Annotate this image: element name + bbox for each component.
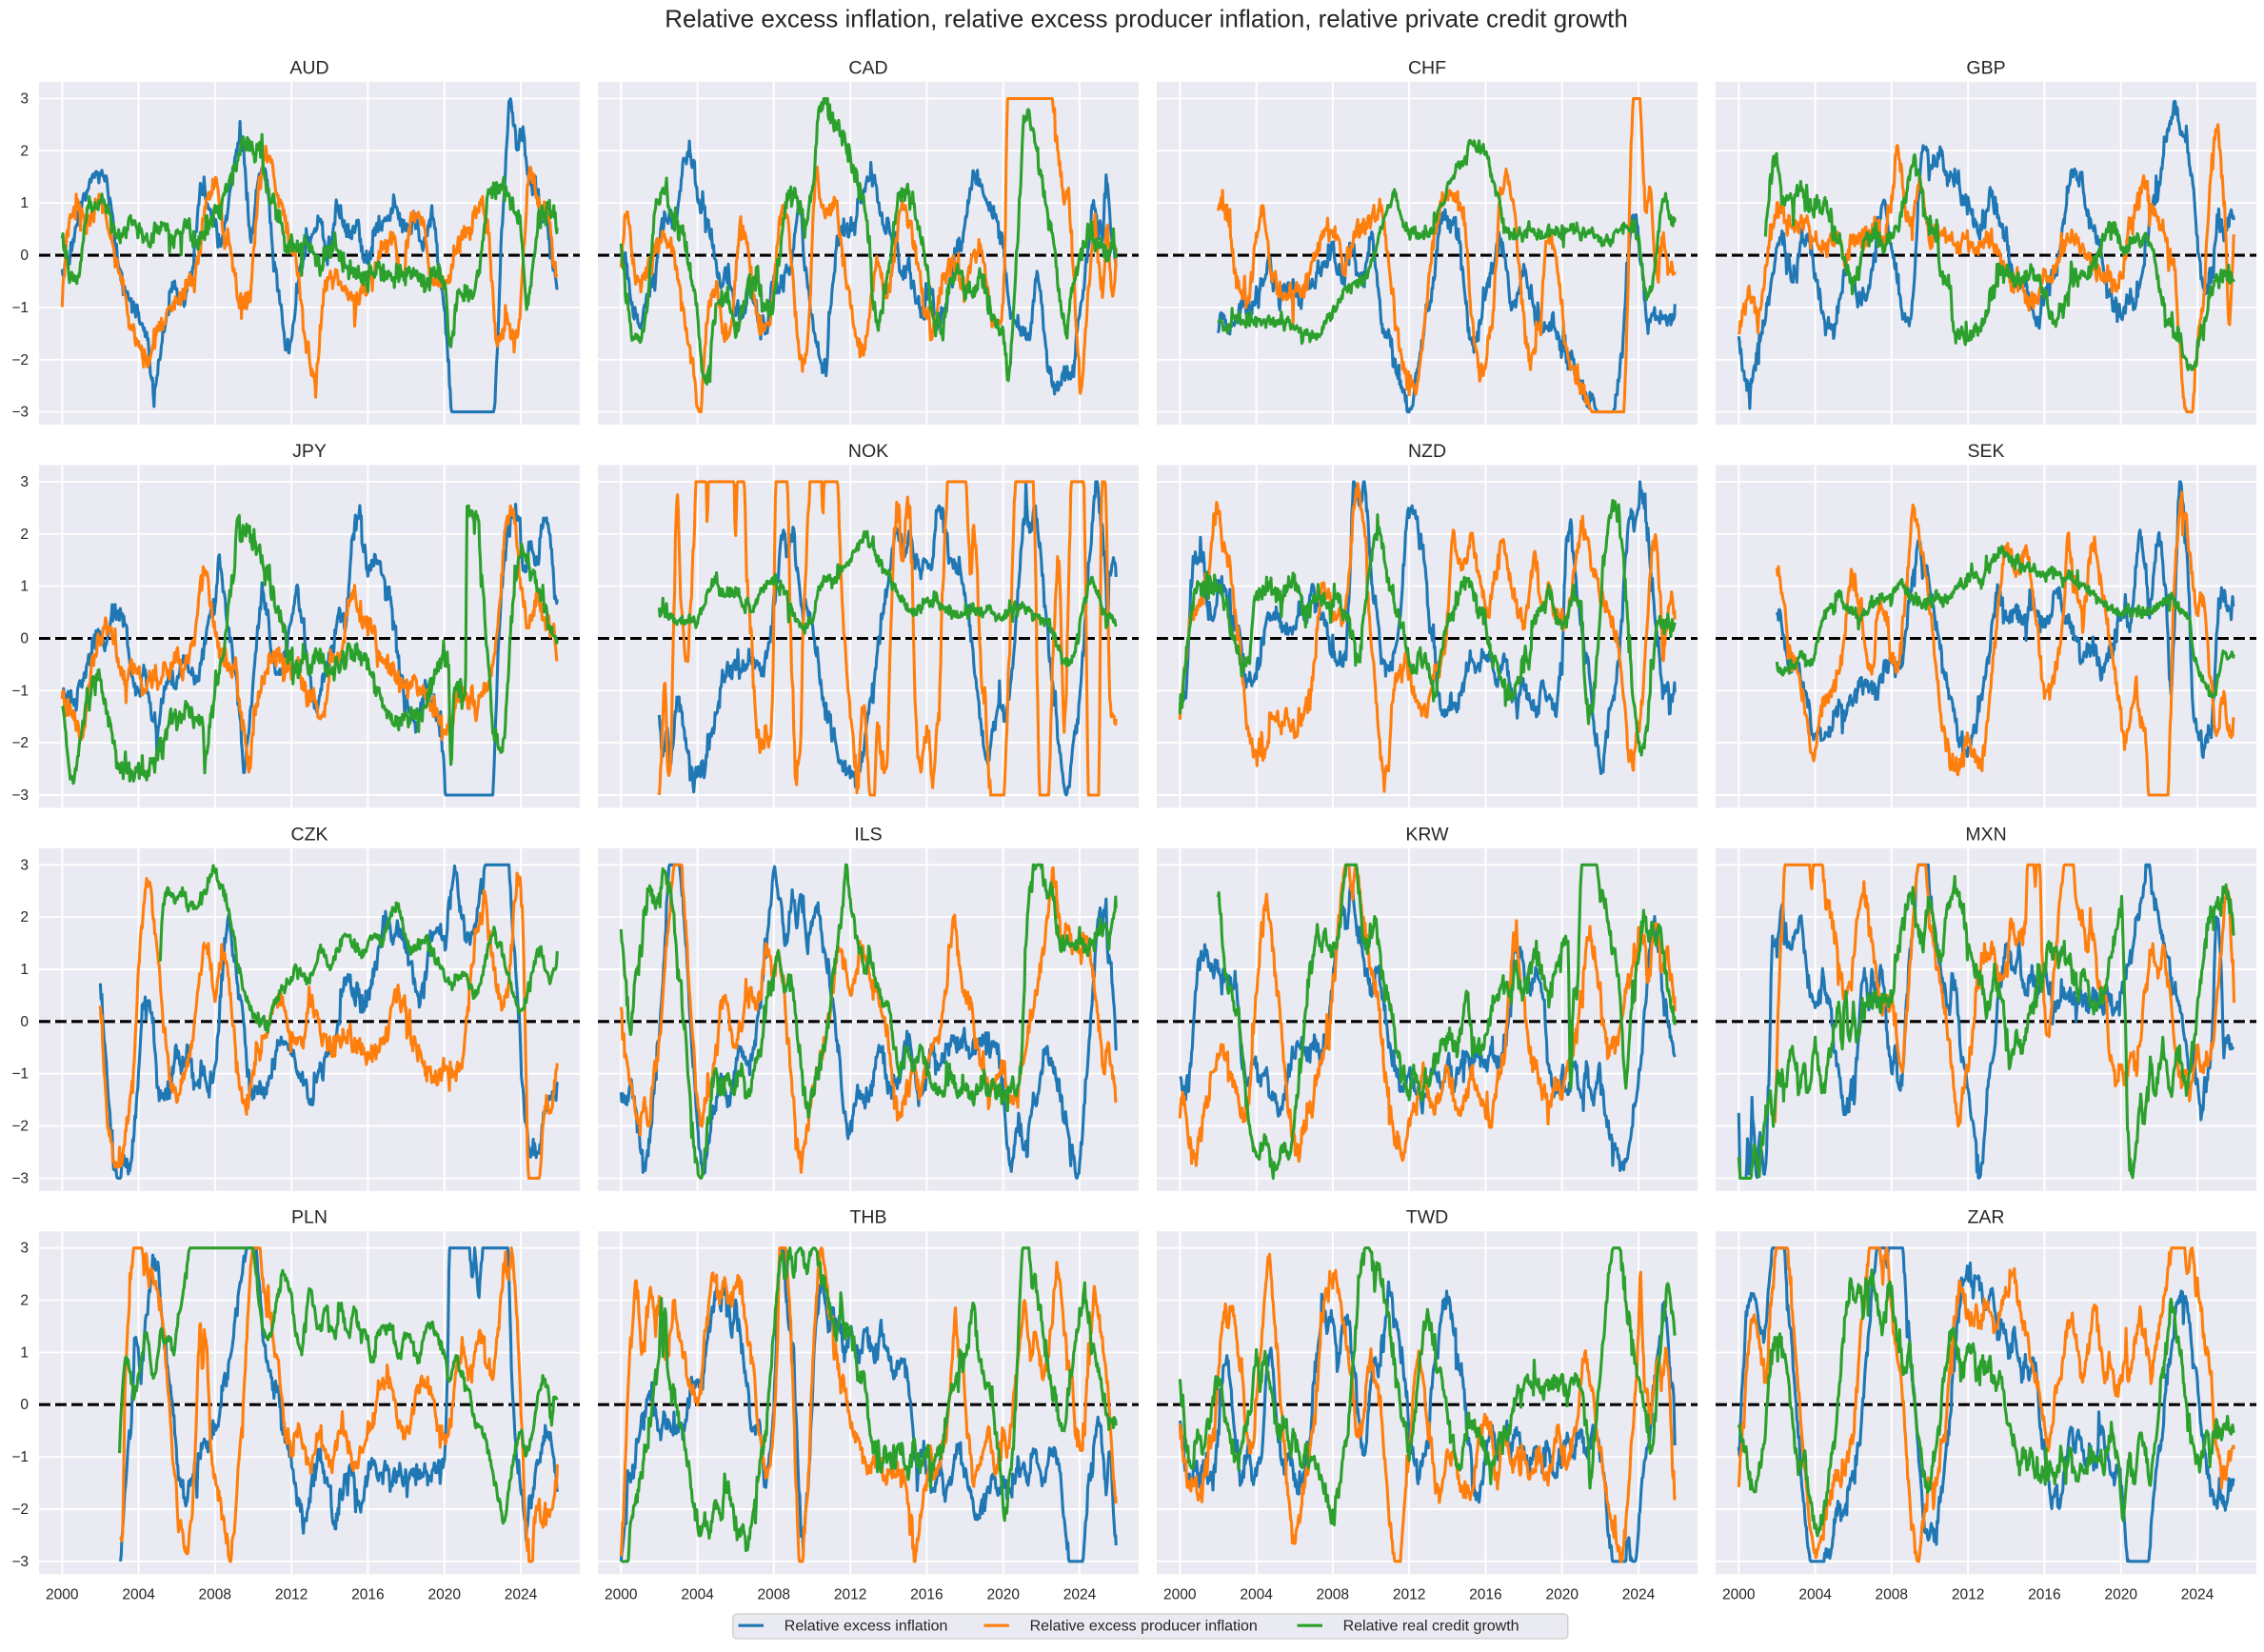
svg-text:2012: 2012 [834, 1586, 866, 1602]
svg-text:2016: 2016 [2028, 1586, 2060, 1602]
svg-text:−3: −3 [11, 405, 29, 421]
svg-text:2024: 2024 [1063, 1586, 1097, 1602]
svg-text:2020: 2020 [2104, 1586, 2137, 1602]
svg-text:ILS: ILS [854, 824, 882, 845]
svg-text:−2: −2 [11, 352, 29, 368]
svg-text:2008: 2008 [1876, 1586, 1908, 1602]
svg-text:CZK: CZK [291, 824, 328, 845]
svg-text:−2: −2 [11, 1502, 29, 1518]
svg-text:−1: −1 [11, 1449, 29, 1465]
svg-text:2008: 2008 [758, 1586, 790, 1602]
svg-text:−2: −2 [11, 735, 29, 751]
svg-text:2000: 2000 [1722, 1586, 1756, 1602]
svg-text:2000: 2000 [1163, 1586, 1197, 1602]
svg-text:2024: 2024 [1622, 1586, 1656, 1602]
svg-text:CAD: CAD [848, 58, 887, 79]
svg-text:2004: 2004 [681, 1586, 714, 1602]
svg-text:MXN: MXN [1965, 824, 2006, 845]
svg-text:−1: −1 [11, 1066, 29, 1083]
svg-text:JPY: JPY [292, 441, 327, 462]
svg-text:−3: −3 [11, 1170, 29, 1186]
svg-text:−3: −3 [11, 1554, 29, 1570]
svg-text:Relative excess producer infla: Relative excess producer inflation [1030, 1619, 1258, 1635]
svg-text:2000: 2000 [46, 1586, 79, 1602]
svg-text:−3: −3 [11, 787, 29, 804]
svg-text:2016: 2016 [1469, 1586, 1501, 1602]
svg-text:2: 2 [20, 909, 29, 926]
svg-text:1: 1 [20, 195, 29, 211]
svg-text:2024: 2024 [505, 1586, 538, 1602]
svg-text:2020: 2020 [427, 1586, 461, 1602]
svg-text:2: 2 [20, 143, 29, 159]
svg-text:3: 3 [20, 1241, 29, 1257]
svg-text:2020: 2020 [1545, 1586, 1579, 1602]
svg-text:2: 2 [20, 527, 29, 543]
svg-text:Relative real credit growth: Relative real credit growth [1343, 1619, 1519, 1635]
svg-text:2012: 2012 [275, 1586, 308, 1602]
svg-text:0: 0 [20, 1014, 29, 1030]
svg-text:2004: 2004 [1798, 1586, 1832, 1602]
svg-text:2004: 2004 [122, 1586, 155, 1602]
svg-text:PLN: PLN [291, 1207, 328, 1228]
svg-text:0: 0 [20, 1397, 29, 1413]
svg-text:2016: 2016 [910, 1586, 943, 1602]
svg-text:NZD: NZD [1408, 441, 1446, 462]
svg-text:2008: 2008 [1317, 1586, 1349, 1602]
svg-text:2008: 2008 [199, 1586, 231, 1602]
svg-text:SEK: SEK [1967, 441, 2004, 462]
svg-text:0: 0 [20, 631, 29, 647]
svg-text:Relative excess inflation, rel: Relative excess inflation, relative exce… [665, 5, 1628, 33]
svg-text:2012: 2012 [1952, 1586, 1984, 1602]
svg-text:Relative excess inflation: Relative excess inflation [784, 1619, 948, 1635]
svg-text:2: 2 [20, 1293, 29, 1309]
svg-text:ZAR: ZAR [1968, 1207, 2005, 1228]
svg-text:TWD: TWD [1406, 1207, 1448, 1228]
svg-text:GBP: GBP [1966, 58, 2005, 79]
svg-text:CHF: CHF [1408, 58, 1446, 79]
svg-text:THB: THB [850, 1207, 887, 1228]
svg-text:2024: 2024 [2181, 1586, 2214, 1602]
svg-text:2012: 2012 [1393, 1586, 1425, 1602]
svg-text:1: 1 [20, 1344, 29, 1361]
svg-text:−2: −2 [11, 1119, 29, 1135]
svg-text:2016: 2016 [351, 1586, 384, 1602]
svg-text:2004: 2004 [1240, 1586, 1273, 1602]
svg-text:3: 3 [20, 857, 29, 873]
svg-text:KRW: KRW [1405, 824, 1449, 845]
svg-text:1: 1 [20, 579, 29, 595]
svg-text:−1: −1 [11, 300, 29, 316]
svg-text:2000: 2000 [605, 1586, 638, 1602]
svg-text:−1: −1 [11, 683, 29, 699]
svg-text:3: 3 [20, 474, 29, 490]
svg-text:0: 0 [20, 248, 29, 264]
svg-text:3: 3 [20, 91, 29, 108]
svg-text:NOK: NOK [848, 441, 888, 462]
svg-text:2020: 2020 [986, 1586, 1020, 1602]
svg-text:1: 1 [20, 962, 29, 978]
svg-text:AUD: AUD [289, 58, 328, 79]
